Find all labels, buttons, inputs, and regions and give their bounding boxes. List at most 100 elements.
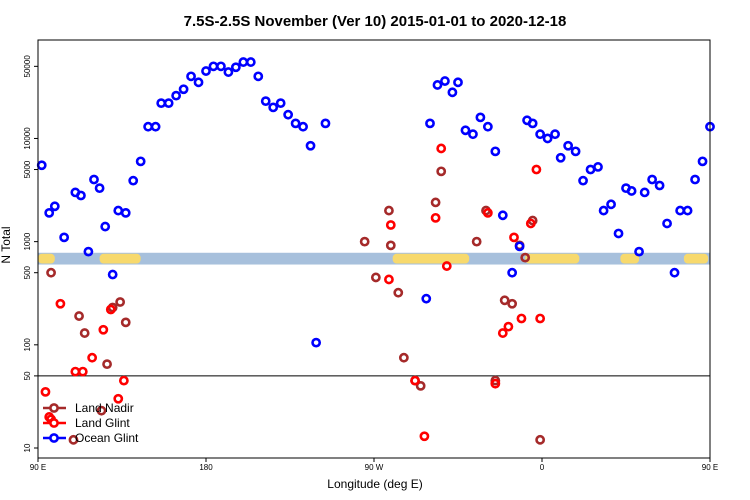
data-point bbox=[59, 232, 70, 243]
land-segment-3 bbox=[525, 253, 580, 264]
legend-marker bbox=[49, 418, 59, 428]
data-point bbox=[542, 133, 553, 144]
data-point bbox=[535, 129, 546, 140]
data-point bbox=[44, 207, 55, 218]
data-point bbox=[662, 218, 672, 229]
legend-marker bbox=[49, 403, 59, 413]
data-point bbox=[516, 313, 527, 324]
data-point bbox=[283, 109, 294, 120]
data-point bbox=[113, 393, 124, 404]
data-point bbox=[460, 125, 471, 136]
chart-title: 7.5S-2.5S November (Ver 10) 2015-01-01 t… bbox=[184, 13, 567, 30]
data-point bbox=[290, 118, 301, 129]
data-point bbox=[430, 197, 441, 208]
y-tick-label: 50 bbox=[23, 371, 32, 380]
x-axis: 90 E 180 90 W 0 90 E bbox=[30, 458, 718, 472]
data-point bbox=[436, 166, 447, 177]
data-point bbox=[74, 311, 84, 321]
data-point bbox=[440, 76, 450, 86]
data-point bbox=[135, 156, 146, 167]
series-land-glint bbox=[40, 143, 546, 442]
data-point bbox=[482, 121, 493, 132]
data-point bbox=[253, 71, 264, 82]
data-point bbox=[398, 352, 409, 363]
land-segment-4 bbox=[620, 253, 640, 264]
data-point bbox=[531, 164, 542, 175]
data-point bbox=[79, 328, 90, 338]
data-point bbox=[102, 359, 112, 370]
data-point bbox=[535, 313, 546, 324]
x-tick-label: 90 W bbox=[365, 463, 384, 472]
data-point bbox=[497, 210, 508, 221]
data-point bbox=[100, 221, 111, 232]
data-point bbox=[425, 118, 435, 129]
data-point bbox=[89, 174, 99, 185]
legend-marker bbox=[49, 433, 59, 443]
data-point bbox=[520, 252, 531, 263]
data-point bbox=[120, 317, 131, 328]
data-point bbox=[201, 66, 211, 76]
data-point bbox=[384, 274, 394, 285]
data-point bbox=[359, 236, 370, 247]
data-point bbox=[193, 77, 204, 88]
data-point bbox=[509, 232, 519, 243]
data-point bbox=[453, 77, 463, 88]
data-point bbox=[245, 57, 256, 67]
data-point bbox=[482, 207, 493, 218]
y-tick-label: 5000 bbox=[23, 160, 32, 178]
land-segment-1 bbox=[99, 253, 141, 264]
y-tick-label: 10 bbox=[23, 443, 32, 452]
data-point bbox=[105, 304, 116, 315]
data-point bbox=[570, 146, 581, 157]
data-point bbox=[384, 205, 394, 216]
data-point bbox=[441, 261, 452, 271]
land-ocean-band bbox=[38, 252, 710, 265]
data-point bbox=[305, 140, 316, 151]
data-point bbox=[535, 434, 546, 445]
data-point bbox=[471, 236, 482, 247]
ocean-band bbox=[38, 252, 710, 265]
data-point bbox=[87, 352, 98, 363]
data-point bbox=[507, 298, 518, 309]
data-point bbox=[436, 143, 447, 154]
data-point bbox=[497, 328, 508, 338]
data-point bbox=[415, 380, 426, 391]
data-point bbox=[115, 297, 126, 307]
data-point bbox=[432, 80, 443, 90]
data-point bbox=[606, 199, 616, 210]
data-point bbox=[40, 386, 51, 397]
y-tick-label: 50000 bbox=[23, 55, 32, 78]
data-point bbox=[68, 434, 79, 445]
data-point bbox=[503, 321, 514, 332]
legend-label: Ocean Glint bbox=[75, 431, 139, 445]
data-point bbox=[178, 84, 189, 95]
data-point bbox=[613, 228, 624, 239]
data-points bbox=[36, 57, 715, 445]
y-tick-label: 10000 bbox=[23, 127, 32, 150]
data-point bbox=[163, 98, 174, 109]
data-point bbox=[260, 96, 271, 107]
data-point bbox=[578, 175, 588, 186]
data-point bbox=[55, 298, 66, 309]
data-point bbox=[647, 174, 658, 185]
data-point bbox=[490, 378, 501, 389]
data-point bbox=[298, 121, 308, 132]
data-point bbox=[107, 269, 118, 280]
data-point bbox=[626, 186, 637, 196]
data-point bbox=[410, 375, 420, 386]
data-point bbox=[268, 102, 279, 113]
land-segment-0 bbox=[38, 253, 55, 264]
x-tick-label: 180 bbox=[199, 463, 213, 472]
data-point bbox=[98, 324, 109, 335]
data-point bbox=[563, 140, 574, 151]
data-point bbox=[654, 180, 665, 191]
data-point bbox=[150, 121, 161, 132]
data-point bbox=[598, 205, 609, 216]
data-point bbox=[550, 129, 560, 140]
data-point bbox=[634, 246, 644, 257]
data-point bbox=[490, 146, 501, 157]
x-axis-title: Longitude (deg E) bbox=[327, 477, 422, 491]
